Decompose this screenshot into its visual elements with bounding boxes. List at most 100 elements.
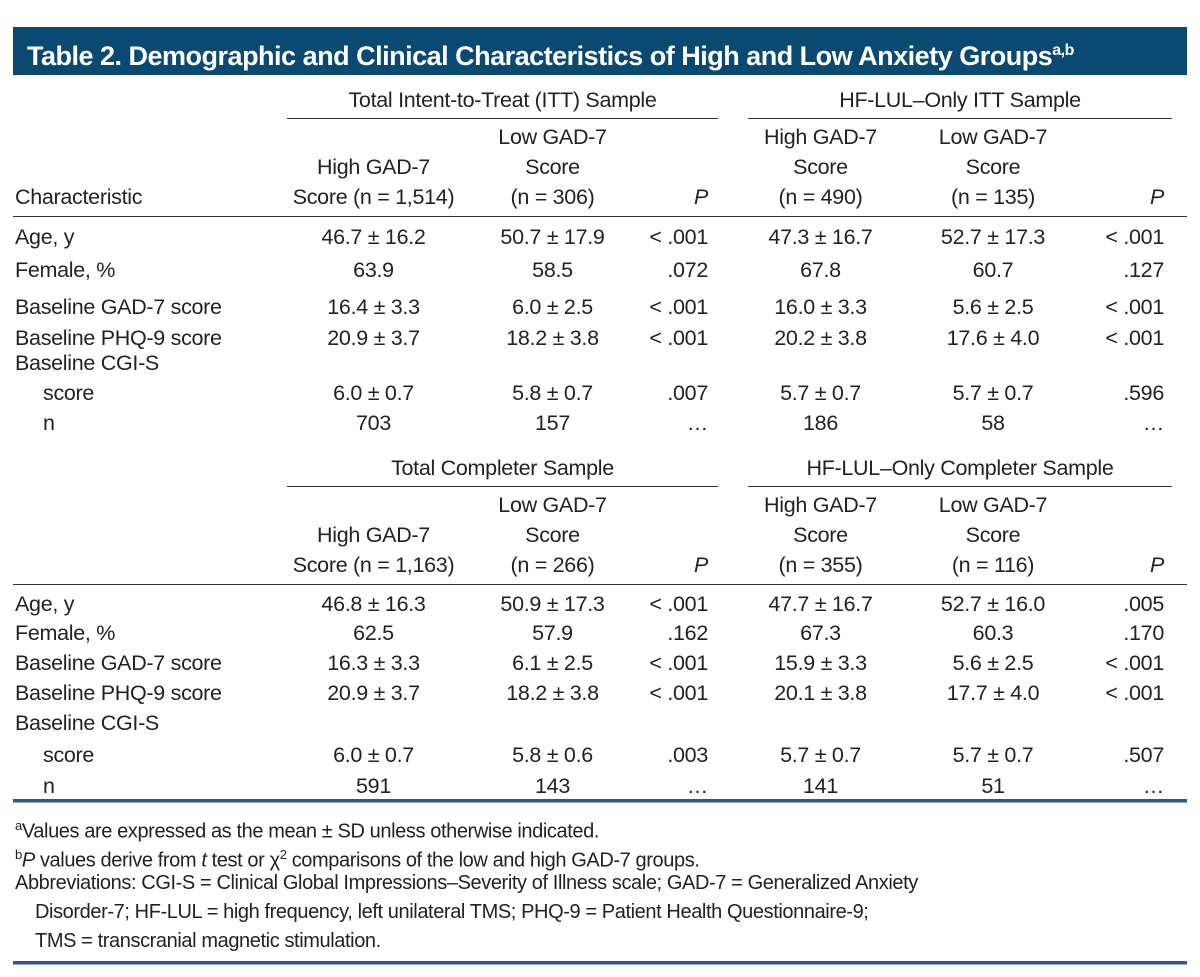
row-label: Baseline GAD-7 score — [15, 295, 222, 319]
table-title: Table 2. Demographic and Clinical Charac… — [13, 27, 1187, 75]
row-label: Female, % — [15, 258, 116, 282]
table-cell: < .001 — [1105, 681, 1164, 705]
column-header-line: High GAD-7 — [764, 493, 877, 517]
table-cell: 18.2 ± 3.8 — [506, 681, 599, 705]
footnote-a: aValues are expressed as the mean ± SD u… — [15, 811, 599, 847]
table-cell: 50.9 ± 17.3 — [500, 592, 605, 616]
footnote-b: bP values derive from t test or χ2 compa… — [15, 840, 700, 876]
column-header: High GAD-7 Score (n = 1,163) — [287, 460, 460, 580]
table-cell: 186 — [803, 411, 838, 435]
column-header-line: (n = 490) — [778, 185, 863, 209]
header-rule — [13, 216, 1187, 217]
table-cell: < .001 — [649, 592, 708, 616]
table-cell: 6.1 ± 2.5 — [512, 651, 593, 675]
table-cell: < .001 — [1105, 326, 1164, 350]
column-group-header: HF-LUL–Only Completer Sample — [806, 456, 1114, 480]
header-rule — [13, 584, 1187, 585]
row-label: Baseline CGI-S — [15, 711, 159, 735]
column-header-line: P — [1149, 553, 1164, 577]
table-cell: 47.3 ± 16.7 — [768, 225, 873, 249]
column-header-line: (n = 135) — [951, 185, 1035, 209]
table-cell: 50.7 ± 17.9 — [500, 225, 605, 249]
table-title-text: Table 2. Demographic and Clinical Charac… — [27, 41, 1053, 71]
column-header-line: (n = 116) — [951, 553, 1035, 577]
column-header-line: Low GAD-7 — [938, 125, 1048, 149]
column-header: P — [1090, 460, 1164, 580]
table-cell: .072 — [667, 258, 708, 282]
column-header-line: Low GAD-7 — [938, 493, 1048, 517]
column-header: Low GAD-7 Score (n = 116) — [893, 460, 1093, 580]
column-group-rule — [748, 118, 1172, 119]
table-cell: 17.6 ± 4.0 — [946, 326, 1040, 350]
abbreviations-line: Abbreviations: CGI-S = Clinical Global I… — [15, 872, 918, 894]
column-group-rule — [287, 486, 718, 487]
table-cell: 20.9 ± 3.7 — [327, 326, 420, 350]
table-cell: 16.0 ± 3.3 — [774, 295, 867, 319]
column-header: Characteristic — [15, 92, 285, 212]
table-cell: < .001 — [1105, 651, 1164, 675]
column-header-line: Score (n = 1,163) — [292, 553, 455, 577]
row-label: Age, y — [15, 592, 75, 616]
table-cell: 52.7 ± 16.0 — [940, 592, 1046, 616]
column-header — [15, 460, 285, 580]
column-header-line: P — [1149, 185, 1164, 209]
table-cell: 15.9 ± 3.3 — [774, 651, 867, 675]
row-label: Age, y — [15, 225, 75, 249]
table-cell: 67.8 — [800, 258, 841, 282]
table-cell: 591 — [356, 774, 391, 798]
table-cell: < .001 — [649, 681, 708, 705]
column-group-header: Total Completer Sample — [391, 456, 614, 480]
column-header: P — [640, 92, 708, 212]
table-cell: 5.8 ± 0.7 — [512, 381, 593, 405]
table-cell: 67.3 — [800, 621, 841, 645]
table-cell: 5.8 ± 0.6 — [512, 743, 593, 767]
table-cell: 46.8 ± 16.3 — [321, 592, 426, 616]
column-header: High GAD-7 Score (n = 490) — [748, 92, 893, 212]
table-cell: … — [1142, 774, 1165, 798]
column-header: High GAD-7 Score (n = 1,514) — [287, 92, 460, 212]
table-cell: < .001 — [1105, 225, 1164, 249]
table-cell: 6.0 ± 2.5 — [512, 295, 593, 319]
row-label: Female, % — [15, 621, 116, 645]
footnote-text: t — [201, 849, 207, 872]
row-label: Baseline PHQ-9 score — [15, 326, 222, 350]
table-cell: 52.7 ± 17.3 — [940, 225, 1046, 249]
table-cell: 58 — [981, 411, 1005, 435]
table-cell: 63.9 — [353, 258, 394, 282]
table-cell: 58.5 — [532, 258, 573, 282]
column-header-line: P — [693, 553, 708, 577]
table-cell: 5.7 ± 0.7 — [780, 743, 861, 767]
table-cell: 141 — [803, 774, 838, 798]
table-cell: .170 — [1123, 621, 1164, 645]
table-cell: 47.7 ± 16.7 — [768, 592, 873, 616]
column-header-line: P — [693, 185, 708, 209]
row-label: n — [43, 411, 55, 435]
column-header-line: (n = 266) — [510, 553, 595, 577]
column-header-line: High GAD-7 — [764, 125, 877, 149]
column-header-line: High GAD-7 — [317, 523, 430, 547]
table-cell: < .001 — [649, 326, 708, 350]
column-header: P — [640, 460, 708, 580]
column-header-line: Score — [525, 155, 580, 179]
table-cell: 20.1 ± 3.8 — [774, 681, 867, 705]
table-cell: … — [1142, 411, 1165, 435]
column-header-line: Score — [965, 155, 1021, 179]
table-cell: < .001 — [649, 225, 708, 249]
table-cell: 60.7 — [972, 258, 1014, 282]
row-label: Baseline CGI-S — [15, 351, 159, 375]
table-cell: 20.2 ± 3.8 — [774, 326, 867, 350]
footnote-text: 2 — [279, 847, 287, 862]
table-cell: 143 — [535, 774, 570, 798]
table-cell: .005 — [1123, 592, 1164, 616]
abbreviations-line: TMS = transcranial magnetic stimulation. — [35, 930, 381, 952]
footnote-text: Values are expressed as the mean ± SD un… — [21, 820, 600, 843]
column-header-line: Low GAD-7 — [498, 125, 607, 149]
row-label: n — [43, 774, 55, 798]
table-cell: .007 — [667, 381, 708, 405]
table-cell: 5.6 ± 2.5 — [952, 295, 1034, 319]
row-label: score — [43, 743, 95, 767]
table-bottom-rule — [13, 799, 1187, 803]
title-footnote-marks: a,b — [1052, 42, 1074, 59]
footnote-bottom-rule — [13, 961, 1187, 965]
table-cell: 157 — [535, 411, 570, 435]
